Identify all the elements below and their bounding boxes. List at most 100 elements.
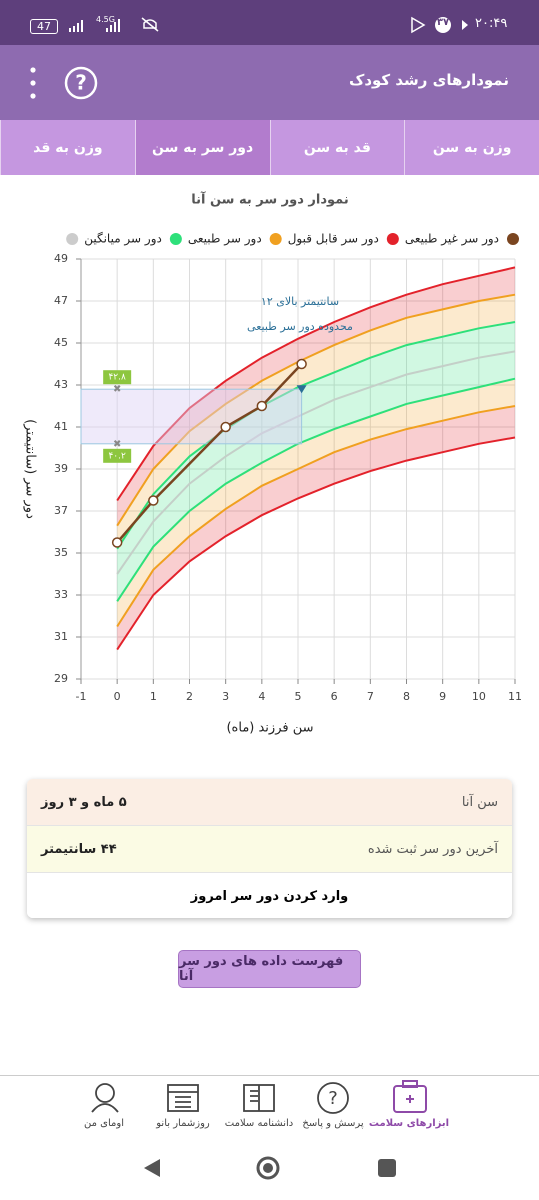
x-tick-label: 5	[295, 690, 302, 703]
y-tick-label: 39	[54, 462, 68, 475]
app-title: نمودارهای رشد کودک	[348, 71, 509, 89]
child-point	[111, 537, 123, 548]
label-box	[103, 448, 132, 463]
legend-dot	[169, 233, 182, 245]
y-tick-label: 45	[54, 336, 68, 349]
legend-label: دور سر میانگین	[84, 232, 162, 247]
x-axis-label: سن فرزند (ماه)	[226, 721, 313, 736]
annotation: محدوده دور سر طبیعی	[247, 320, 353, 333]
back-button[interactable]	[144, 1159, 160, 1177]
band-label: ۴۲.۸	[108, 373, 126, 383]
annotation: ۱۲ سانتیمتر بالای	[261, 295, 339, 308]
band-fill	[117, 267, 516, 526]
legend-label: دور سر قابل قبول	[288, 232, 379, 247]
band-fill	[117, 378, 516, 627]
child-point	[296, 358, 307, 370]
app-bar: ? نمودارهای رشد کودک	[0, 45, 539, 120]
child-point	[220, 421, 231, 433]
card-action[interactable]: وارد کردن دور سر امروز	[27, 873, 512, 918]
reference-band	[80, 388, 303, 445]
reference-line	[116, 321, 516, 550]
row-label: آخرین دور سر ثبت شده	[367, 841, 498, 857]
band-label: ۴۰.۲	[108, 451, 126, 461]
card-row: سن آنا ۵ ماه و ۳ روز	[27, 779, 512, 826]
band-fill	[117, 406, 516, 650]
x-tick-label: 0	[114, 690, 121, 703]
list-button[interactable]: فهرست داده های دور سر آنا	[178, 950, 361, 988]
x-tick-label: 2	[186, 690, 193, 703]
label-box	[103, 370, 132, 385]
legend-label: دور سر طبیعی	[188, 232, 262, 247]
y-tick-label: 47	[54, 294, 68, 307]
y-tick-label: 31	[54, 630, 68, 643]
tab[interactable]: وزن به سن	[404, 120, 539, 175]
y-tick-label: 43	[54, 378, 68, 391]
x-tick-label: 10	[472, 690, 486, 703]
row-label: سن آنا	[461, 794, 498, 810]
band-marker	[296, 385, 307, 394]
home-dot	[263, 1163, 273, 1173]
svg-text:?: ?	[75, 71, 87, 95]
y-tick-label: 35	[54, 546, 68, 559]
y-axis-label: دور سر (سانتیمتر)	[23, 419, 38, 519]
nav-label[interactable]: پرسش و پاسخ	[302, 1118, 364, 1129]
x-tick-label: 6	[331, 690, 338, 703]
cross-marker: ✖	[113, 439, 121, 450]
x-tick-label: 7	[367, 690, 374, 703]
nav-label[interactable]: ابزارهای سلامت	[368, 1118, 450, 1129]
battery: 47	[30, 19, 58, 34]
tab-active[interactable]: دور سر به سن	[134, 120, 270, 175]
reference-line	[116, 436, 516, 651]
x-tick-label: -1	[76, 690, 87, 703]
reference-line	[116, 266, 516, 502]
badge: ۳۷	[436, 17, 450, 28]
y-tick-label: 37	[54, 504, 68, 517]
time: ۲۰:۴۹	[475, 16, 508, 31]
status-icons	[411, 16, 468, 34]
child-point	[256, 400, 268, 412]
info-card: سن آنا ۵ ماه و ۳ روز آخرین دور سر ثبت شده…	[27, 779, 512, 918]
app-bar-icons[interactable]: ?	[20, 65, 110, 101]
x-tick-label: 8	[403, 690, 410, 703]
legend-dot	[269, 233, 282, 245]
status-bar: 47 4.5G ۳۷ ۲۰:۴۹	[0, 0, 539, 45]
band-fill	[117, 351, 516, 602]
cross-marker: ✖	[113, 384, 121, 395]
nav-label[interactable]: اومای من	[84, 1118, 124, 1129]
nav-label[interactable]: روزشمار بانو	[156, 1118, 210, 1129]
reference-line	[116, 377, 516, 602]
nav-icons: ?	[91, 1080, 427, 1114]
bottom-nav: ? ابزارهای سلامت پرسش و پاسخ دانشنامه سل…	[0, 1075, 539, 1146]
legend-dot	[507, 233, 519, 245]
reference-line	[116, 405, 516, 628]
legend-label: دور سر غیر طبیعی	[405, 232, 499, 247]
x-tick-label: 3	[222, 690, 229, 703]
nav-label[interactable]: دانشنامه سلامت	[224, 1118, 294, 1129]
y-tick-label: 29	[54, 672, 68, 685]
x-tick-label: 4	[258, 690, 265, 703]
band-fill	[117, 294, 516, 549]
chart: نمودار دور سر به سن آنا سن فرزند (ماه) د…	[23, 191, 523, 736]
mute-icon	[141, 17, 159, 32]
y-tick-label: 41	[54, 420, 68, 433]
tab-bar: وزن به سن قد به سن دور سر به سن وزن به ق…	[0, 120, 539, 175]
child-point	[148, 495, 159, 506]
system-nav	[144, 1156, 396, 1180]
x-tick-label: 9	[439, 690, 446, 703]
home-button[interactable]	[256, 1156, 280, 1180]
x-tick-label: 1	[150, 690, 157, 703]
row-value: ۴۴ سانتیمتر	[41, 841, 117, 857]
network: 4.5G	[96, 15, 115, 24]
y-tick-label: 49	[54, 252, 68, 265]
y-tick-label: 33	[54, 588, 68, 601]
legend-dot	[66, 233, 79, 245]
tab[interactable]: قد به سن	[269, 120, 405, 175]
x-tick-label: 11	[508, 690, 522, 703]
recents-button[interactable]	[378, 1159, 396, 1177]
reference-line	[116, 350, 516, 575]
legend-dot	[386, 233, 399, 245]
row-value: ۵ ماه و ۳ روز	[41, 794, 127, 810]
chart-title: نمودار دور سر به سن آنا	[191, 191, 349, 208]
tab[interactable]: وزن به قد	[0, 120, 135, 175]
